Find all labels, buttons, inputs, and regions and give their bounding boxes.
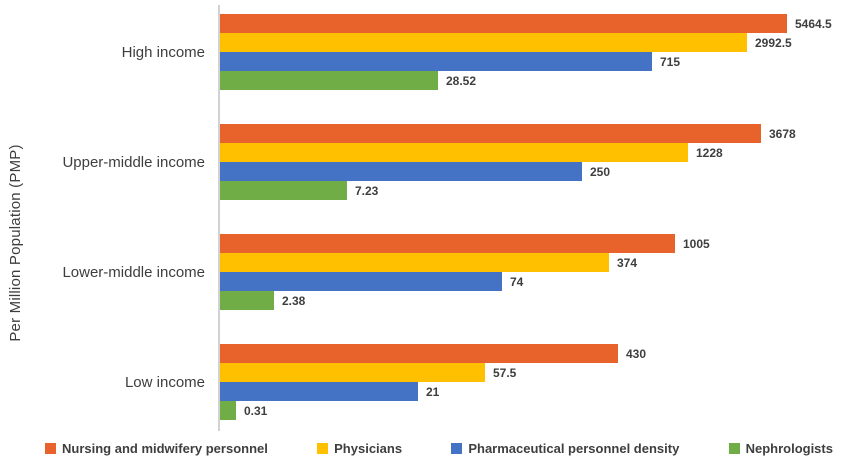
data-label: 0.31 — [244, 403, 268, 418]
bar-row: 28.52 — [220, 71, 832, 90]
bar-nursing-and-midwifery-personnel — [220, 344, 618, 363]
data-label: 2.38 — [282, 293, 306, 308]
legend-item-nephrologists: Nephrologists — [728, 440, 833, 456]
bar-row: 3678 — [220, 124, 796, 143]
bar-nephrologists — [220, 181, 347, 200]
data-label: 430 — [626, 346, 647, 361]
bar-row: 2992.5 — [220, 33, 832, 52]
bar-group: 430 57.5 21 0.31 — [220, 344, 646, 420]
legend-swatch-icon — [728, 442, 740, 454]
data-label: 2992.5 — [755, 35, 792, 50]
bar-row: 1228 — [220, 143, 796, 162]
bar-nephrologists — [220, 291, 274, 310]
bar-physicians — [220, 143, 688, 162]
bar-nursing-and-midwifery-personnel — [220, 124, 761, 143]
data-label: 1005 — [683, 236, 710, 251]
bar-group: 5464.5 2992.5 715 28.52 — [220, 14, 832, 90]
bar-group: 1005 374 74 2.38 — [220, 234, 710, 310]
legend-item-nursing-and-midwifery-personnel: Nursing and midwifery personnel — [45, 441, 268, 456]
data-label: 374 — [617, 255, 638, 270]
legend-label: Nephrologists — [745, 440, 833, 456]
category-group-lower-middle-income: Lower-middle income 1005 374 74 2.38 — [0, 234, 845, 310]
bar-nephrologists — [220, 71, 438, 90]
bar-physicians — [220, 33, 747, 52]
bar-row: 430 — [220, 344, 646, 363]
bar-physicians — [220, 363, 485, 382]
legend-swatch-icon — [451, 442, 463, 454]
bar-nephrologists — [220, 401, 236, 420]
category-label-upper-middle-income: Upper-middle income — [62, 153, 205, 171]
bar-row: 1005 — [220, 234, 710, 253]
data-label: 3678 — [769, 126, 796, 141]
bar-row: 7.23 — [220, 181, 796, 200]
bar-row: 374 — [220, 253, 710, 272]
bar-nursing-and-midwifery-personnel — [220, 14, 787, 33]
data-label: 74 — [510, 274, 524, 289]
category-group-upper-middle-income: Upper-middle income 3678 1228 250 7.23 — [0, 124, 845, 200]
bar-row: 5464.5 — [220, 14, 832, 33]
data-label: 5464.5 — [795, 16, 832, 31]
data-label: 7.23 — [355, 183, 379, 198]
bar-pharmaceutical-personnel-density — [220, 272, 502, 291]
data-label: 28.52 — [446, 73, 477, 88]
bar-row: 21 — [220, 382, 646, 401]
bar-row: 74 — [220, 272, 710, 291]
legend-item-physicians: Physicians — [317, 441, 402, 456]
bar-row: 57.5 — [220, 363, 646, 382]
data-label: 21 — [426, 384, 440, 399]
data-label: 250 — [590, 164, 611, 179]
category-label-lower-middle-income: Lower-middle income — [62, 263, 205, 281]
bar-physicians — [220, 253, 609, 272]
legend-swatch-icon — [45, 442, 56, 454]
data-label: 1228 — [696, 145, 723, 160]
y-axis-line — [218, 5, 220, 431]
data-label: 57.5 — [493, 365, 517, 380]
legend-swatch-icon — [317, 442, 329, 454]
bar-row: 715 — [220, 52, 832, 71]
bar-row: 2.38 — [220, 291, 710, 310]
data-label: 715 — [660, 54, 681, 69]
bar-row: 250 — [220, 162, 796, 181]
bar-pharmaceutical-personnel-density — [220, 162, 582, 181]
legend-label: Pharmaceutical personnel density — [468, 440, 680, 456]
bar-pharmaceutical-personnel-density — [220, 382, 418, 401]
bar-group: 3678 1228 250 7.23 — [220, 124, 796, 200]
bar-nursing-and-midwifery-personnel — [220, 234, 675, 253]
bar-pharmaceutical-personnel-density — [220, 52, 652, 71]
bar-row: 0.31 — [220, 401, 646, 420]
category-label-high-income: High income — [121, 43, 205, 61]
legend-item-pharmaceutical-personnel-density: Pharmaceutical personnel density — [451, 441, 679, 456]
category-group-low-income: Low income 430 57.5 21 0.31 — [0, 344, 845, 420]
legend: Nursing and midwifery personnel Physician… — [45, 436, 833, 460]
legend-label: Physicians — [334, 440, 403, 456]
category-group-high-income: High income 5464.5 2992.5 715 28.52 — [0, 14, 845, 90]
legend-label: Nursing and midwifery personnel — [62, 440, 268, 456]
category-label-low-income: Low income — [124, 373, 205, 391]
